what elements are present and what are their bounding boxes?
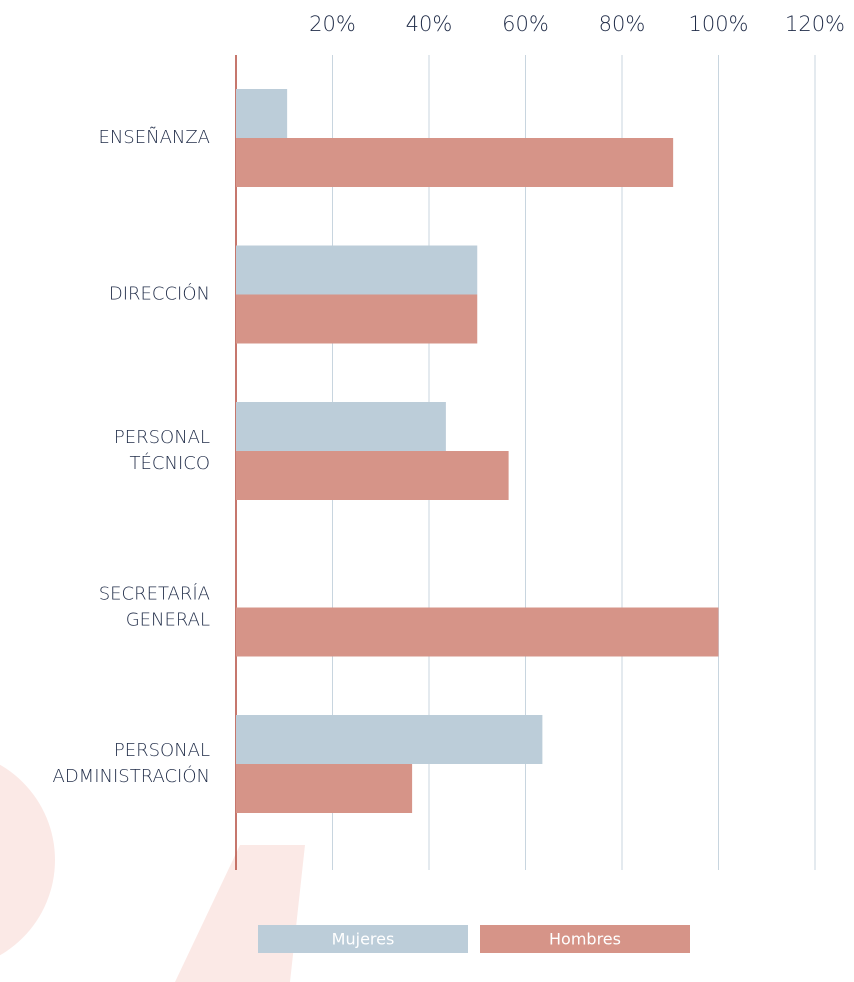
legend-swatch bbox=[480, 925, 690, 953]
category-label: ENSEÑANZA bbox=[98, 127, 210, 148]
category-label: DIRECCIÓN bbox=[109, 283, 210, 305]
x-tick-label: 80% bbox=[599, 12, 646, 36]
x-tick-label: 40% bbox=[406, 12, 453, 36]
category-label: PERSONAL ADMINISTRACIÓN bbox=[53, 740, 211, 787]
category-label-line: ENSEÑANZA bbox=[98, 127, 210, 148]
category-label-line: SECRETARÍA bbox=[99, 583, 210, 605]
bar bbox=[236, 138, 674, 187]
category-label-line: GENERAL bbox=[126, 610, 210, 631]
decor-circle bbox=[0, 764, 55, 956]
category-label: PERSONAL TÉCNICO bbox=[114, 427, 210, 474]
bar bbox=[236, 451, 509, 500]
decor-shape bbox=[175, 845, 305, 982]
legend-swatch bbox=[258, 925, 468, 953]
legend-label: Hombres bbox=[549, 930, 621, 949]
bar bbox=[236, 245, 478, 295]
bar bbox=[236, 715, 543, 764]
x-tick-label: 20% bbox=[309, 12, 356, 36]
x-tick-label: 60% bbox=[502, 12, 549, 36]
category-label-line: DIRECCIÓN bbox=[109, 283, 210, 305]
bar bbox=[236, 89, 288, 138]
bar bbox=[236, 402, 446, 451]
bar bbox=[236, 764, 413, 813]
legend-label: Mujeres bbox=[332, 930, 395, 949]
x-tick-label: 120% bbox=[785, 12, 845, 36]
category-label: SECRETARÍA GENERAL bbox=[99, 583, 210, 631]
category-label-line: TÉCNICO bbox=[130, 452, 210, 474]
category-label-line: PERSONAL bbox=[114, 740, 210, 761]
bar bbox=[236, 294, 478, 344]
bar bbox=[236, 607, 719, 657]
category-label-line: PERSONAL bbox=[114, 427, 210, 448]
category-label-line: ADMINISTRACIÓN bbox=[53, 765, 211, 787]
x-tick-label: 100% bbox=[688, 12, 748, 36]
